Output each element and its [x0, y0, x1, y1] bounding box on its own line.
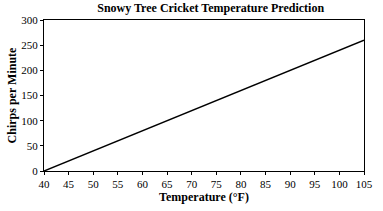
- svg-text:90: 90: [285, 178, 297, 190]
- svg-text:95: 95: [309, 178, 321, 190]
- svg-text:Snowy Tree Cricket Temperature: Snowy Tree Cricket Temperature Predictio…: [97, 1, 324, 15]
- svg-text:45: 45: [63, 178, 75, 190]
- svg-text:100: 100: [331, 178, 348, 190]
- svg-text:80: 80: [235, 178, 247, 190]
- svg-text:65: 65: [162, 178, 174, 190]
- svg-text:100: 100: [21, 115, 38, 127]
- svg-text:60: 60: [137, 178, 149, 190]
- svg-text:150: 150: [21, 89, 38, 101]
- svg-text:70: 70: [186, 178, 198, 190]
- svg-text:Temperature (°F): Temperature (°F): [159, 190, 249, 204]
- svg-text:250: 250: [21, 39, 38, 51]
- svg-text:75: 75: [211, 178, 223, 190]
- svg-text:Chirps per Minute: Chirps per Minute: [5, 47, 19, 143]
- svg-text:85: 85: [260, 178, 272, 190]
- svg-text:105: 105: [356, 178, 373, 190]
- svg-text:55: 55: [112, 178, 124, 190]
- svg-text:50: 50: [88, 178, 100, 190]
- svg-text:40: 40: [39, 178, 51, 190]
- svg-text:300: 300: [21, 14, 38, 26]
- svg-text:50: 50: [27, 140, 39, 152]
- svg-text:200: 200: [21, 64, 38, 76]
- svg-text:0: 0: [32, 165, 38, 177]
